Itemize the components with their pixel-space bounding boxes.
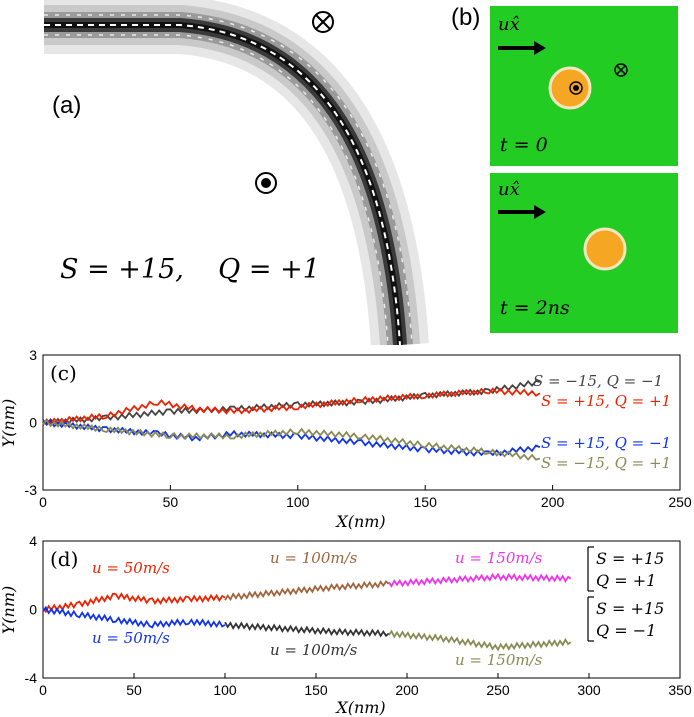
plot-frame (42, 354, 681, 491)
x-tick-label: 150 (414, 494, 438, 510)
panel-b-bottom: ux̂ t = 2ns (490, 173, 678, 333)
panel-b-top-figure (498, 41, 628, 110)
series-line (224, 621, 390, 638)
y-tick-label: 0 (29, 602, 37, 618)
series-line (42, 379, 541, 427)
x-axis-label: X(nm) (334, 698, 385, 717)
panel-a-formula: S = +15, Q = +1 (60, 254, 320, 285)
x-tick-label: 50 (163, 494, 179, 510)
panel-c-label: (c) (50, 361, 77, 385)
speed-annotation: u = 50m/s (92, 559, 170, 577)
legend-entry: S = +15, Q = −1 (541, 434, 671, 452)
series-line (224, 580, 390, 602)
speed-annotation: u = 100m/s (270, 549, 358, 567)
skyrmion-dot (583, 227, 627, 271)
legend-entry: S = −15, Q = +1 (541, 454, 671, 472)
legend-Q: Q = +1 (596, 571, 656, 590)
x-tick-label: 350 (668, 682, 692, 698)
speed-annotation: u = 100m/s (270, 641, 358, 659)
legend-S: S = +15 (596, 549, 664, 568)
plot-frame (42, 540, 681, 679)
panel-b-bottom-time: t = 2ns (500, 297, 570, 319)
speed-annotation: u = 150m/s (455, 651, 543, 669)
panel-b-top-time: t = 0 (500, 134, 548, 156)
y-tick-label: 3 (29, 348, 37, 363)
y-tick-label: -4 (25, 670, 38, 686)
otimes-icon (312, 11, 334, 33)
speed-annotation: u = 50m/s (92, 629, 170, 647)
panel-b-bottom-figure (498, 205, 627, 271)
x-tick-label: 300 (577, 682, 601, 698)
panel-b-bottom-arrow-label: ux̂ (498, 179, 520, 200)
panel-b-top: ux̂ t = 0 (490, 6, 678, 166)
y-axis-label: Y(nm) (0, 399, 18, 448)
panel-a: (a) S = +15, Q = +1 (0, 0, 470, 347)
x-tick-label: 100 (286, 494, 310, 510)
x-tick-label: 100 (213, 682, 237, 698)
y-axis-label: Y(nm) (0, 586, 18, 635)
x-tick-label: 250 (486, 682, 510, 698)
x-tick-label: 150 (304, 682, 328, 698)
series-line (42, 419, 541, 461)
y-tick-label: 4 (29, 533, 37, 549)
series-line (388, 629, 572, 652)
legend-entry: S = +15, Q = +1 (541, 392, 671, 410)
panel-a-label: (a) (52, 92, 82, 119)
odot-icon (255, 172, 277, 194)
x-tick-label: 0 (39, 682, 47, 698)
series-line (388, 572, 572, 588)
speed-annotation: u = 150m/s (455, 549, 543, 567)
arrow-head-icon (534, 41, 546, 55)
legend-S: S = +15 (596, 599, 664, 618)
panel-b-label: (b) (451, 4, 481, 31)
series-line (42, 592, 226, 614)
series-line (42, 605, 226, 629)
legend-entry: S = −15, Q = −1 (533, 372, 663, 390)
x-tick-label: 250 (668, 494, 692, 510)
panel-d-label: (d) (50, 547, 78, 571)
y-tick-label: 0 (29, 415, 37, 431)
y-tick-label: -3 (25, 482, 38, 498)
x-tick-label: 200 (395, 682, 419, 698)
x-tick-label: 0 (39, 494, 47, 510)
x-tick-label: 50 (126, 682, 142, 698)
x-tick-label: 200 (541, 494, 565, 510)
x-axis-label: X(nm) (334, 512, 385, 531)
chart-d: (d) 0 50 100 150 200 250 300 350-404 u = 50m/su… (0, 533, 692, 717)
series-line (42, 387, 541, 426)
odot-icon (569, 81, 583, 95)
arrow-head-icon (534, 205, 546, 219)
chart-c: (c) 0 50 100 150 200 250-303 S = −15, Q = −1S… (0, 348, 692, 531)
panel-b-top-arrow-label: ux̂ (498, 14, 520, 35)
domain-wall-figure (44, 0, 429, 347)
otimes-icon (614, 63, 628, 77)
legend-Q: Q = −1 (596, 621, 656, 640)
